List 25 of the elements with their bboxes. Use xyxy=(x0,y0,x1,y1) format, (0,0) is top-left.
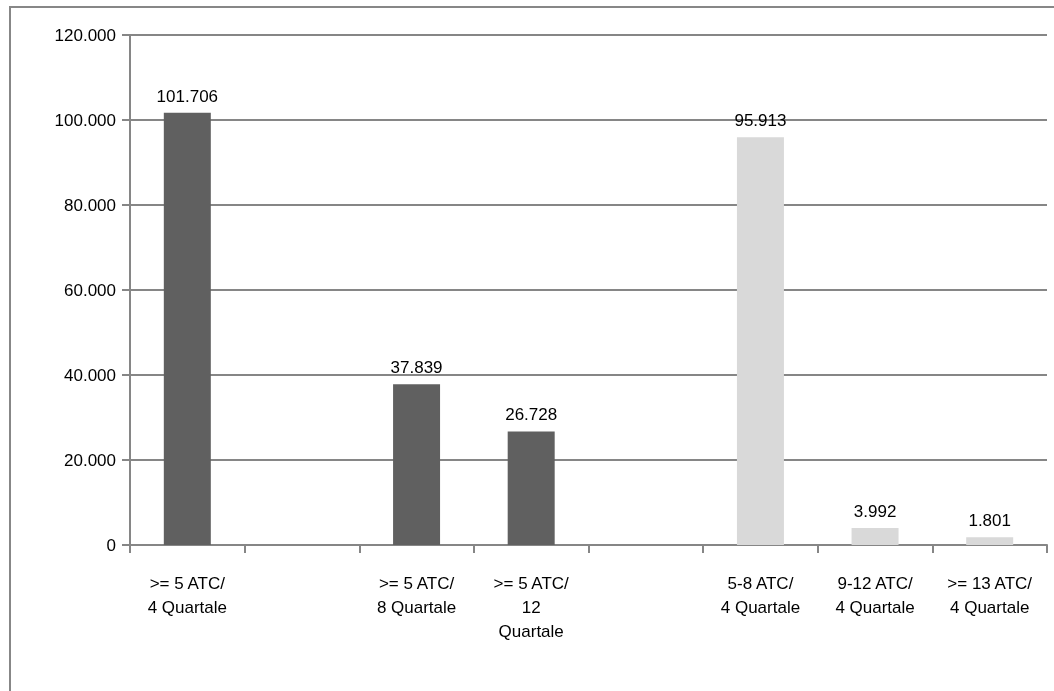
bar xyxy=(163,112,211,545)
bar xyxy=(851,528,899,545)
data-label: 26.728 xyxy=(505,405,558,425)
x-tick-label: 5-8 ATC/ 4 Quartale xyxy=(720,573,801,617)
bar xyxy=(736,137,784,545)
y-tick-label: 0 xyxy=(106,535,116,555)
x-tick-label: >= 5 ATC/ 8 Quartale xyxy=(376,573,457,617)
data-label: 3.992 xyxy=(853,502,897,522)
y-tick-label: 40.000 xyxy=(64,365,116,385)
y-tick-label: 120.000 xyxy=(54,25,116,45)
x-tick-label: >= 13 ATC/ 4 Quartale xyxy=(947,573,1033,617)
data-label: 1.801 xyxy=(968,511,1011,531)
y-tick-label: 20.000 xyxy=(64,450,116,470)
x-tick-label: 9-12 ATC/ 4 Quartale xyxy=(835,573,915,617)
x-tick-label: >= 5 ATC/ 12 Quartale xyxy=(493,573,570,641)
y-tick-label: 60.000 xyxy=(64,280,116,300)
bar xyxy=(507,431,555,545)
data-label: 101.706 xyxy=(156,86,219,106)
y-tick-label: 80.000 xyxy=(64,195,116,215)
bar xyxy=(393,384,441,545)
x-tick-label: >= 5 ATC/ 4 Quartale xyxy=(147,573,228,617)
y-tick-label: 100.000 xyxy=(54,110,116,130)
data-label: 95.913 xyxy=(734,111,787,131)
data-label: 37.839 xyxy=(390,358,443,378)
bar xyxy=(966,537,1014,545)
